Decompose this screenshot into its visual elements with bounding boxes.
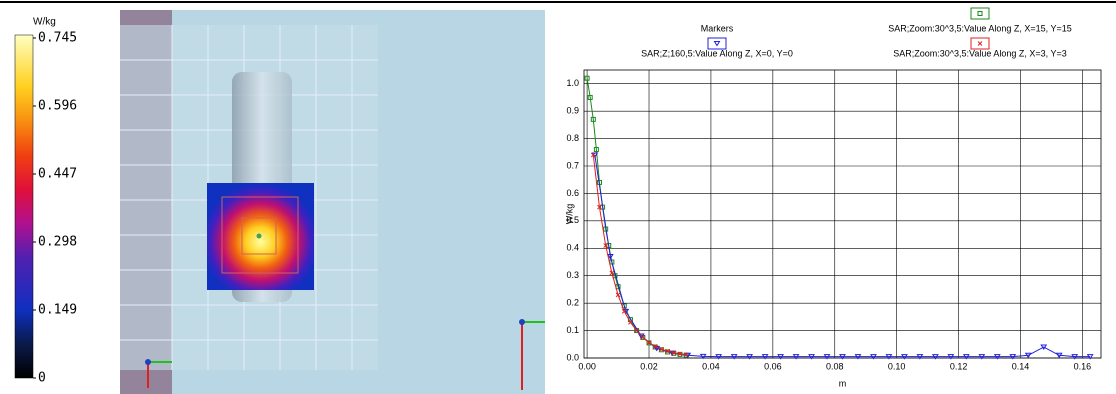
legend-entry: SAR;Z;160,5:Value Along Z, X=0, Y=0	[641, 48, 793, 58]
chart-panel	[552, 8, 1114, 394]
x-tick-label: 0.00	[578, 361, 596, 371]
legend-entry: SAR;Zoom:30^3,5:Value Along Z, X=15, Y=1…	[888, 23, 1072, 33]
y-tick-label: 1.0	[566, 78, 579, 88]
x-tick-label: 0.10	[888, 361, 906, 371]
y-tick-label: 0.2	[566, 298, 579, 308]
colorbar-ticks: 0.745 0.596 0.447 0.298 0.149 0	[33, 31, 77, 386]
legend-swatch	[708, 38, 726, 49]
x-tick-label: 0.14	[1012, 361, 1030, 371]
x-tick-label: 0.12	[950, 361, 968, 371]
x-tick-label: 0.04	[702, 361, 720, 371]
y-tick-label: 0.4	[566, 243, 579, 253]
y-tick-label: 0.0	[566, 352, 579, 362]
canvas: W/kg 0.745 0.596 0.447 0.298 0.149 0 0.0 0.1 0.…	[0, 0, 1116, 394]
y-tick-label: 0.7	[566, 160, 579, 170]
legend-swatch	[971, 8, 989, 19]
y-tick-label: 0.1	[566, 325, 579, 335]
x-axis-label: m	[839, 378, 847, 388]
colorbar-tick-label: 0.298	[38, 235, 77, 250]
colorbar-tick-label: 0.596	[38, 99, 77, 114]
x-tick-label: 0.02	[640, 361, 658, 371]
colorbar-tick-label: 0.745	[38, 31, 77, 46]
colorbar-unit: W/kg	[33, 17, 56, 28]
colorbar-tick-label: 0.447	[38, 167, 77, 182]
legend-title-box	[707, 9, 727, 19]
screen: W/kg 0.745 0.596 0.447 0.298 0.149 0 0.0 0.1 0.…	[0, 0, 1116, 394]
legend-entry: SAR;Zoom:30^3,5:Value Along Z, X=3, Y=3	[893, 48, 1067, 58]
x-tick-label: 0.16	[1074, 361, 1092, 371]
colorbar-tick-label: 0	[38, 371, 46, 386]
y-tick-label: 0.6	[566, 188, 579, 198]
render-view	[120, 10, 545, 394]
y-axis-label: W/kg	[564, 204, 574, 225]
y-tick-label: 0.9	[566, 106, 579, 116]
colorbar-tick-label: 0.149	[38, 303, 77, 318]
y-tick-label: 0.3	[566, 270, 579, 280]
x-tick-label: 0.08	[826, 361, 844, 371]
legend-title: Markers	[701, 23, 734, 33]
y-tick-label: 0.8	[566, 133, 579, 143]
colorbar	[15, 35, 33, 378]
x-tick-label: 0.06	[764, 361, 782, 371]
